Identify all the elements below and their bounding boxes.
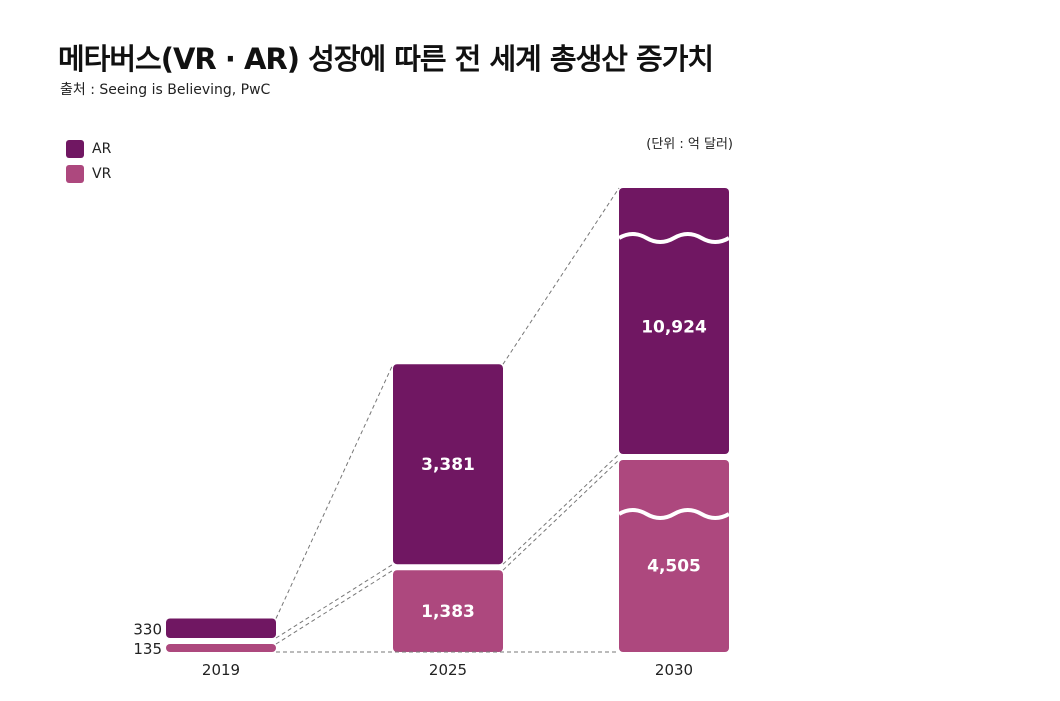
x-tick-2030: 2030 xyxy=(655,661,693,679)
x-tick-2025: 2025 xyxy=(429,661,467,679)
connector-vr-top-0 xyxy=(275,569,394,645)
value-label-vr-2025: 1,383 xyxy=(421,602,475,622)
bar-ar-2030 xyxy=(619,188,729,454)
connector-ar-top-1 xyxy=(502,187,620,365)
legend-item-vr: VR xyxy=(66,161,111,186)
value-label-ar-2019: 330 xyxy=(133,620,162,638)
legend-item-ar: AR xyxy=(66,136,111,161)
legend-label-vr: VR xyxy=(92,165,112,182)
value-label-vr-2019: 135 xyxy=(133,640,162,658)
legend-swatch-vr xyxy=(66,164,84,183)
connector-ar-top-0 xyxy=(275,363,394,619)
connector-vr-top-1 xyxy=(502,459,620,571)
connector-ar-bottom-0 xyxy=(275,563,394,639)
bar-ar-2025 xyxy=(393,364,503,565)
chart-source: 출처 : Seeing is Believing, PwC xyxy=(60,82,271,98)
x-tick-2019: 2019 xyxy=(202,661,240,679)
legend: AR VR xyxy=(66,136,111,186)
value-label-vr-2030: 4,505 xyxy=(647,557,701,577)
legend-label-ar: AR xyxy=(92,140,112,157)
axis-break-vr-2030 xyxy=(617,508,731,520)
bar-ar-2019 xyxy=(166,618,276,639)
value-label-ar-2025: 3,381 xyxy=(421,455,475,475)
value-label-ar-2030: 10,924 xyxy=(641,317,707,337)
bar-vr-2030 xyxy=(619,460,729,652)
unit-label: (단위 : 억 달러) xyxy=(646,137,733,152)
connector-ar-bottom-1 xyxy=(502,453,620,565)
bar-vr-2025 xyxy=(393,570,503,652)
chart-title: 메타버스(VR · AR) 성장에 따른 전 세계 총생산 증가치 xyxy=(58,42,714,76)
axis-break-ar-2030 xyxy=(617,232,731,244)
legend-swatch-ar xyxy=(66,139,84,158)
bar-vr-2019 xyxy=(166,644,276,652)
